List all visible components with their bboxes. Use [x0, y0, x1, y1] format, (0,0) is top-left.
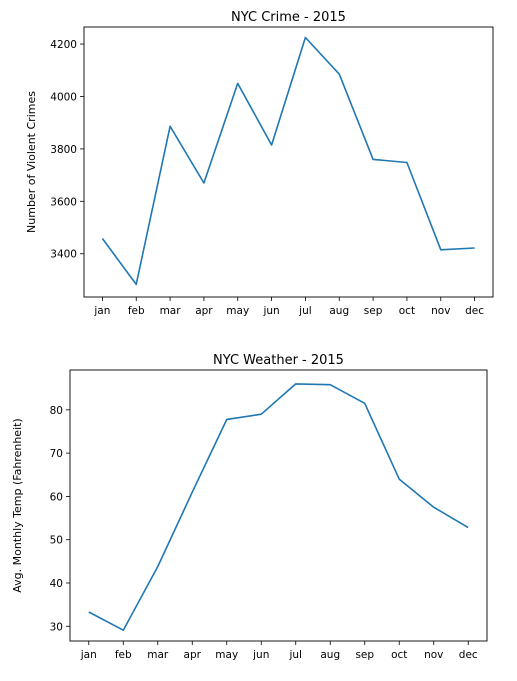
- x-tick-label: dec: [459, 649, 478, 661]
- x-tick-label: jun: [262, 305, 279, 317]
- y-axis-label: Avg. Monthly Temp (Fahrenheit): [11, 418, 24, 592]
- x-tick-label: sep: [364, 305, 383, 317]
- plot-frame: [83, 26, 494, 298]
- crime-series-line: [101, 36, 475, 286]
- y-tick-label: 60: [50, 491, 63, 503]
- chart-title: NYC Weather - 2015: [213, 353, 344, 368]
- y-tick-label: 3600: [50, 196, 77, 208]
- x-tick-label: apr: [184, 649, 202, 661]
- x-tick-label: mar: [160, 305, 182, 317]
- y-tick-label: 30: [50, 621, 63, 633]
- y-ticks: 3400 3600 3800 4000 4200: [50, 39, 84, 261]
- x-tick-label: mar: [147, 649, 169, 661]
- x-tick-label: jan: [93, 305, 110, 317]
- temperature-series-line: [88, 383, 469, 631]
- x-tick-label: may: [226, 305, 249, 317]
- y-tick-label: 80: [50, 405, 63, 417]
- x-tick-label: aug: [320, 649, 340, 661]
- x-tick-label: aug: [329, 305, 349, 317]
- y-tick-label: 70: [50, 448, 63, 460]
- x-ticks: jan feb mar apr may jun jul aug sep oct nov dec: [93, 297, 484, 317]
- x-tick-label: dec: [465, 305, 484, 317]
- y-tick-label: 3800: [50, 144, 77, 156]
- crime-chart: NYC Crime - 2015 Number of Violent Crime…: [25, 10, 494, 317]
- x-tick-label: may: [215, 649, 238, 661]
- x-tick-label: feb: [128, 305, 145, 317]
- chart-title: NYC Crime - 2015: [231, 10, 346, 25]
- x-tick-label: jul: [288, 649, 302, 661]
- x-tick-label: oct: [399, 305, 415, 317]
- plot-frame: [69, 369, 488, 642]
- y-tick-label: 3400: [50, 249, 77, 261]
- y-tick-label: 4000: [50, 91, 77, 103]
- x-tick-label: jun: [252, 649, 269, 661]
- x-ticks: jan feb mar apr may jun jul aug sep oct nov dec: [80, 641, 478, 661]
- x-tick-label: apr: [195, 305, 213, 317]
- y-tick-label: 4200: [50, 39, 77, 51]
- x-tick-label: oct: [391, 649, 407, 661]
- y-tick-label: 50: [50, 535, 63, 547]
- x-tick-label: jul: [298, 305, 312, 317]
- x-tick-label: feb: [115, 649, 132, 661]
- x-tick-label: sep: [355, 649, 374, 661]
- weather-chart: NYC Weather - 2015 Avg. Monthly Temp (Fa…: [11, 353, 488, 661]
- y-ticks: 30 40 50 60 70 80: [50, 405, 70, 633]
- x-tick-label: nov: [431, 305, 450, 317]
- x-tick-label: jan: [80, 649, 97, 661]
- x-tick-label: nov: [424, 649, 443, 661]
- y-tick-label: 40: [50, 578, 63, 590]
- y-axis-label: Number of Violent Crimes: [25, 91, 38, 233]
